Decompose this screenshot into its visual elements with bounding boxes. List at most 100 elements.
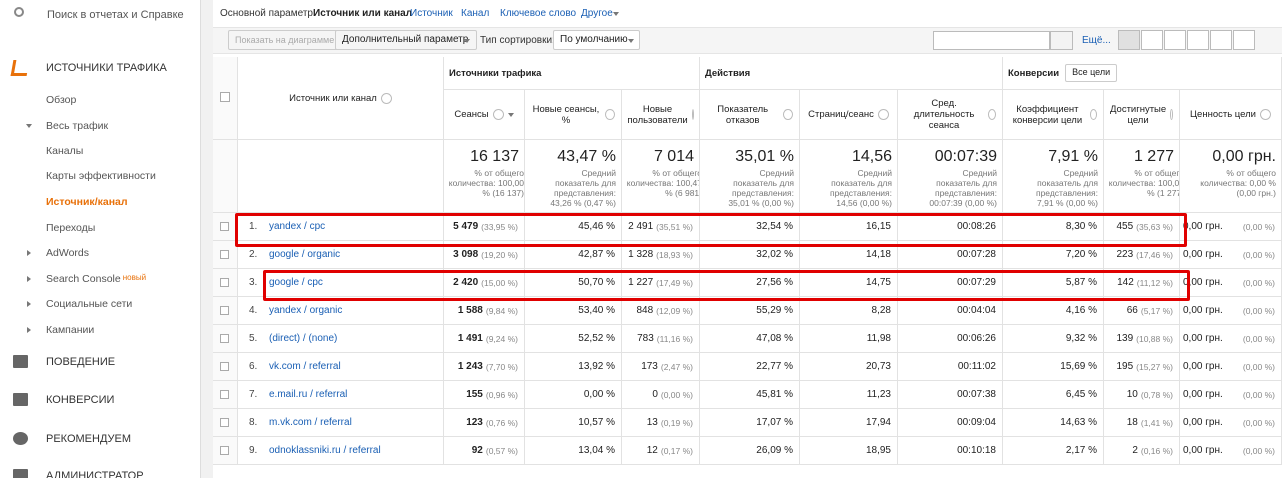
source-link[interactable]: odnoklassniki.ru / referral bbox=[269, 445, 381, 456]
metric-value: 17,07 % bbox=[756, 417, 793, 428]
metric-cell: 42,87 % bbox=[525, 241, 622, 269]
metric-value: 2 491 bbox=[628, 221, 654, 232]
metric-cell: 0 (0,00 %) bbox=[622, 381, 700, 409]
column-title: Ценность цели bbox=[1190, 109, 1256, 120]
source-link[interactable]: yandex / organic bbox=[269, 305, 343, 316]
source-link[interactable]: google / organic bbox=[269, 249, 341, 260]
checkbox[interactable] bbox=[220, 390, 229, 399]
dimension-option[interactable]: Канал bbox=[461, 8, 490, 19]
metric-cell: 32,02 % bbox=[700, 241, 800, 269]
section-icon bbox=[13, 432, 28, 445]
metric-value: 52,52 % bbox=[578, 333, 615, 344]
metric-percent: (0,57 %) bbox=[485, 445, 518, 456]
search-text[interactable]: Поиск в отчетах и Справке bbox=[47, 9, 184, 21]
view-icon[interactable] bbox=[1187, 30, 1209, 50]
sort-select[interactable]: По умолчанию bbox=[553, 30, 640, 50]
metric-value: 15,69 % bbox=[1060, 361, 1097, 372]
metric-percent: (19,20 %) bbox=[481, 249, 518, 260]
view-icon[interactable] bbox=[1141, 30, 1163, 50]
metric-value: 8,28 bbox=[871, 305, 891, 316]
dropdown-arrow bbox=[613, 12, 619, 16]
metric-cell: 55,29 % bbox=[700, 297, 800, 325]
totals-note: Средний показатель для представления: 43… bbox=[550, 168, 616, 208]
metric-value: 0,00 грн. bbox=[1183, 277, 1223, 288]
metric-percent: (11,16 %) bbox=[656, 333, 693, 344]
metric-value: 20,73 bbox=[865, 361, 891, 372]
metric-percent: (7,70 %) bbox=[485, 361, 518, 372]
metric-cell: 455 (35,63 %) bbox=[1104, 213, 1180, 241]
metric-value: 5,87 % bbox=[1065, 277, 1097, 288]
metric-cell: 00:07:29 bbox=[898, 269, 1003, 297]
chart-button[interactable]: Показать на диаграмме bbox=[228, 30, 342, 50]
metric-value: 11,98 bbox=[866, 333, 891, 344]
checkbox[interactable] bbox=[220, 306, 229, 315]
metric-value: 10 bbox=[1126, 389, 1138, 400]
checkbox[interactable] bbox=[220, 278, 229, 287]
totals-value: 00:07:39 bbox=[934, 148, 997, 165]
metric-percent: (5,17 %) bbox=[1140, 305, 1173, 316]
source-link[interactable]: google / cpc bbox=[269, 277, 323, 288]
metric-cell: 848 (12,09 %) bbox=[622, 297, 700, 325]
metric-value: 0,00 грн. bbox=[1183, 221, 1223, 232]
column-group: Действия bbox=[700, 57, 1003, 90]
metric-percent: (0,00 %) bbox=[1242, 445, 1275, 456]
metric-value: 13,92 % bbox=[578, 361, 615, 372]
metric-cell: 0,00 грн. (0,00 %) bbox=[1180, 325, 1282, 353]
source-link[interactable]: vk.com / referral bbox=[269, 361, 341, 372]
goal-select[interactable]: Все цели bbox=[1065, 64, 1118, 82]
section-title[interactable]: РЕКОМЕНДУЕМ bbox=[46, 433, 132, 445]
checkbox[interactable] bbox=[220, 222, 229, 231]
checkbox[interactable] bbox=[220, 334, 229, 343]
section-title[interactable]: АДМИНИСТРАТОР bbox=[46, 470, 144, 478]
source-link[interactable]: m.vk.com / referral bbox=[269, 417, 352, 428]
metric-value: 0,00 грн. bbox=[1183, 249, 1223, 260]
source-link[interactable]: yandex / cpc bbox=[269, 221, 326, 232]
metric-cell: 16,15 bbox=[800, 213, 898, 241]
expand-arrow bbox=[27, 250, 31, 256]
search-button[interactable] bbox=[1050, 31, 1073, 50]
checkbox[interactable] bbox=[220, 92, 230, 102]
nav-item[interactable]: AdWords bbox=[46, 247, 89, 259]
source-link[interactable]: (direct) / (none) bbox=[269, 333, 338, 344]
checkbox[interactable] bbox=[220, 418, 229, 427]
metric-percent: (1,41 %) bbox=[1140, 417, 1173, 428]
nav-item[interactable]: Социальные сети bbox=[46, 298, 133, 310]
view-icon[interactable] bbox=[1164, 30, 1186, 50]
view-icon[interactable] bbox=[1233, 30, 1255, 50]
nav-item[interactable]: Карты эффективности bbox=[46, 170, 156, 182]
column-title: Коэффициент конверсии цели bbox=[1012, 103, 1083, 126]
checkbox[interactable] bbox=[220, 250, 229, 259]
view-icon[interactable] bbox=[1118, 30, 1140, 50]
secondary-dimension[interactable]: Дополнительный параметр bbox=[335, 30, 477, 50]
dimension-option[interactable]: Источник bbox=[410, 8, 453, 19]
nav-item[interactable]: Search Console новый bbox=[46, 273, 147, 285]
metric-value: 18,95 bbox=[865, 445, 891, 456]
totals-note: Средний показатель для представления: 14… bbox=[829, 168, 892, 208]
search-input[interactable] bbox=[933, 31, 1050, 50]
column-header: Показатель отказов bbox=[700, 90, 800, 140]
metric-value: 1 491 bbox=[457, 333, 483, 344]
view-icon[interactable] bbox=[1210, 30, 1232, 50]
nav-item[interactable]: Обзор bbox=[46, 94, 77, 106]
checkbox[interactable] bbox=[220, 446, 229, 455]
dimension-option[interactable]: Источник или канал bbox=[313, 8, 413, 19]
help-icon bbox=[1259, 109, 1271, 120]
metric-value: 123 bbox=[466, 417, 483, 428]
section-title[interactable]: ИСТОЧНИКИ ТРАФИКА bbox=[46, 62, 167, 74]
dimension-option[interactable]: Ключевое слово bbox=[500, 8, 577, 19]
metric-percent: (0,17 %) bbox=[660, 445, 693, 456]
totals-value: 7 014 bbox=[653, 148, 694, 165]
checkbox[interactable] bbox=[220, 362, 229, 371]
nav-item[interactable]: Кампании bbox=[46, 324, 95, 336]
more-link[interactable]: Ещё... bbox=[1082, 35, 1111, 46]
section-title[interactable]: КОНВЕРСИИ bbox=[46, 394, 115, 406]
metric-percent: (0,78 %) bbox=[1140, 389, 1173, 400]
nav-item[interactable]: Весь трафик bbox=[46, 120, 109, 132]
dimension-option[interactable]: Другое bbox=[581, 8, 613, 19]
metric-cell: 173 (2,47 %) bbox=[622, 353, 700, 381]
nav-item[interactable]: Переходы bbox=[46, 222, 96, 234]
nav-item[interactable]: Каналы bbox=[46, 145, 84, 157]
section-title[interactable]: ПОВЕДЕНИЕ bbox=[46, 356, 116, 368]
nav-item[interactable]: Источник/канал bbox=[46, 196, 128, 208]
source-link[interactable]: e.mail.ru / referral bbox=[269, 389, 348, 400]
